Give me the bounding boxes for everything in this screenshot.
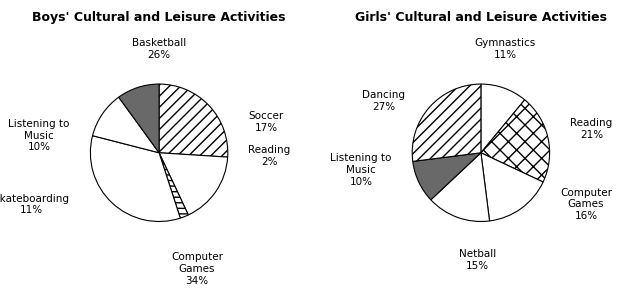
Text: Gymnastics
11%: Gymnastics 11% <box>474 38 536 60</box>
Text: Listening to
Music
10%: Listening to Music 10% <box>330 153 392 187</box>
Wedge shape <box>412 84 481 162</box>
Wedge shape <box>159 153 228 215</box>
Wedge shape <box>481 100 550 182</box>
Text: Basketball
26%: Basketball 26% <box>132 38 186 60</box>
Wedge shape <box>159 84 228 157</box>
Wedge shape <box>413 153 481 200</box>
Wedge shape <box>159 153 188 218</box>
Text: Soccer
17%: Soccer 17% <box>248 111 284 133</box>
Text: Reading
21%: Reading 21% <box>570 118 612 139</box>
Text: Skateboarding
11%: Skateboarding 11% <box>0 194 70 215</box>
Text: Listening to
Music
10%: Listening to Music 10% <box>8 119 70 152</box>
Wedge shape <box>118 84 159 153</box>
Text: Computer
Games
16%: Computer Games 16% <box>560 188 612 221</box>
Title: Boys' Cultural and Leisure Activities: Boys' Cultural and Leisure Activities <box>33 11 286 24</box>
Wedge shape <box>481 153 543 221</box>
Text: Netball
15%: Netball 15% <box>459 249 496 271</box>
Text: Reading
2%: Reading 2% <box>248 146 291 167</box>
Text: Computer
Games
34%: Computer Games 34% <box>171 252 223 285</box>
Title: Girls' Cultural and Leisure Activities: Girls' Cultural and Leisure Activities <box>355 11 607 24</box>
Wedge shape <box>431 153 490 221</box>
Text: Dancing
27%: Dancing 27% <box>362 91 405 112</box>
Wedge shape <box>90 136 180 221</box>
Wedge shape <box>93 97 159 153</box>
Wedge shape <box>481 84 525 153</box>
